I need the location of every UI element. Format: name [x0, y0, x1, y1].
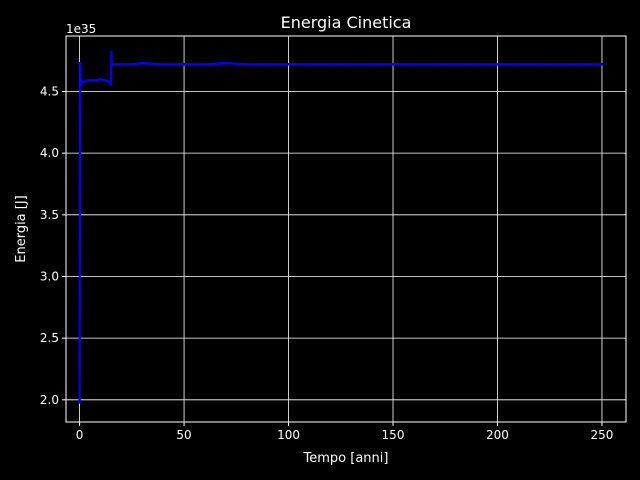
- data-point: [120, 63, 123, 66]
- data-point: [110, 50, 113, 54]
- data-point: [391, 63, 395, 66]
- data-point: [329, 63, 332, 66]
- data-point: [266, 63, 269, 66]
- data-point: [454, 63, 458, 66]
- x-tick-label: 0: [76, 428, 84, 442]
- data-point: [130, 63, 134, 66]
- data-point: [517, 63, 520, 66]
- data-point: [370, 63, 374, 66]
- data-point: [109, 82, 113, 86]
- data-point: [94, 79, 98, 82]
- y-tick-label: 3.0: [40, 269, 59, 283]
- data-point: [433, 63, 437, 66]
- y-tick-label: 2.0: [40, 393, 59, 407]
- data-point: [558, 63, 562, 66]
- data-point: [99, 77, 102, 81]
- data-point: [115, 63, 119, 66]
- y-tick-label: 4.5: [40, 84, 59, 98]
- data-point: [412, 63, 416, 66]
- data-point: [107, 80, 111, 83]
- y-axis-ticks: 2.0 2.5 3.0 3.5 4.0 4.5: [40, 84, 66, 407]
- y-tick-label: 2.5: [40, 331, 59, 345]
- x-tick-label: 50: [176, 428, 191, 442]
- data-point: [496, 63, 499, 66]
- data-point: [79, 82, 83, 86]
- x-tick-label: 100: [277, 428, 300, 442]
- data-point: [308, 63, 311, 66]
- data-point: [600, 63, 604, 66]
- y-tick-label: 4.0: [40, 146, 59, 160]
- data-point: [475, 63, 478, 66]
- data-point: [111, 63, 115, 66]
- data-point: [182, 63, 186, 66]
- y-tick-label: 3.5: [40, 208, 59, 222]
- data-point: [224, 61, 228, 65]
- y-axis-offset-label: 1e35: [66, 22, 96, 36]
- data-point: [349, 63, 353, 66]
- x-axis-ticks: 0 50 100 150 200 250: [76, 422, 614, 442]
- axes-frame: [65, 35, 627, 423]
- data-point: [86, 79, 90, 82]
- data-point: [78, 400, 81, 404]
- chart-title: Energia Cinetica: [281, 13, 412, 32]
- x-tick-label: 250: [591, 428, 614, 442]
- data-point: [579, 63, 583, 66]
- grid: [66, 36, 626, 422]
- data-point: [78, 61, 82, 65]
- x-tick-label: 150: [382, 428, 405, 442]
- data-point: [103, 79, 106, 82]
- plot-series: [78, 50, 604, 404]
- data-point: [90, 79, 94, 82]
- series-line: [78, 50, 604, 404]
- data-point: [80, 80, 83, 83]
- data-point: [203, 63, 207, 66]
- data-point: [245, 63, 249, 66]
- data-point: [161, 63, 165, 66]
- data-point: [82, 80, 86, 83]
- y-axis-label: Energia [J]: [14, 195, 29, 263]
- data-point: [537, 63, 541, 66]
- x-axis-label: Tempo [anni]: [303, 451, 389, 466]
- data-point: [287, 63, 290, 66]
- data-point: [140, 61, 144, 65]
- x-tick-label: 200: [486, 428, 509, 442]
